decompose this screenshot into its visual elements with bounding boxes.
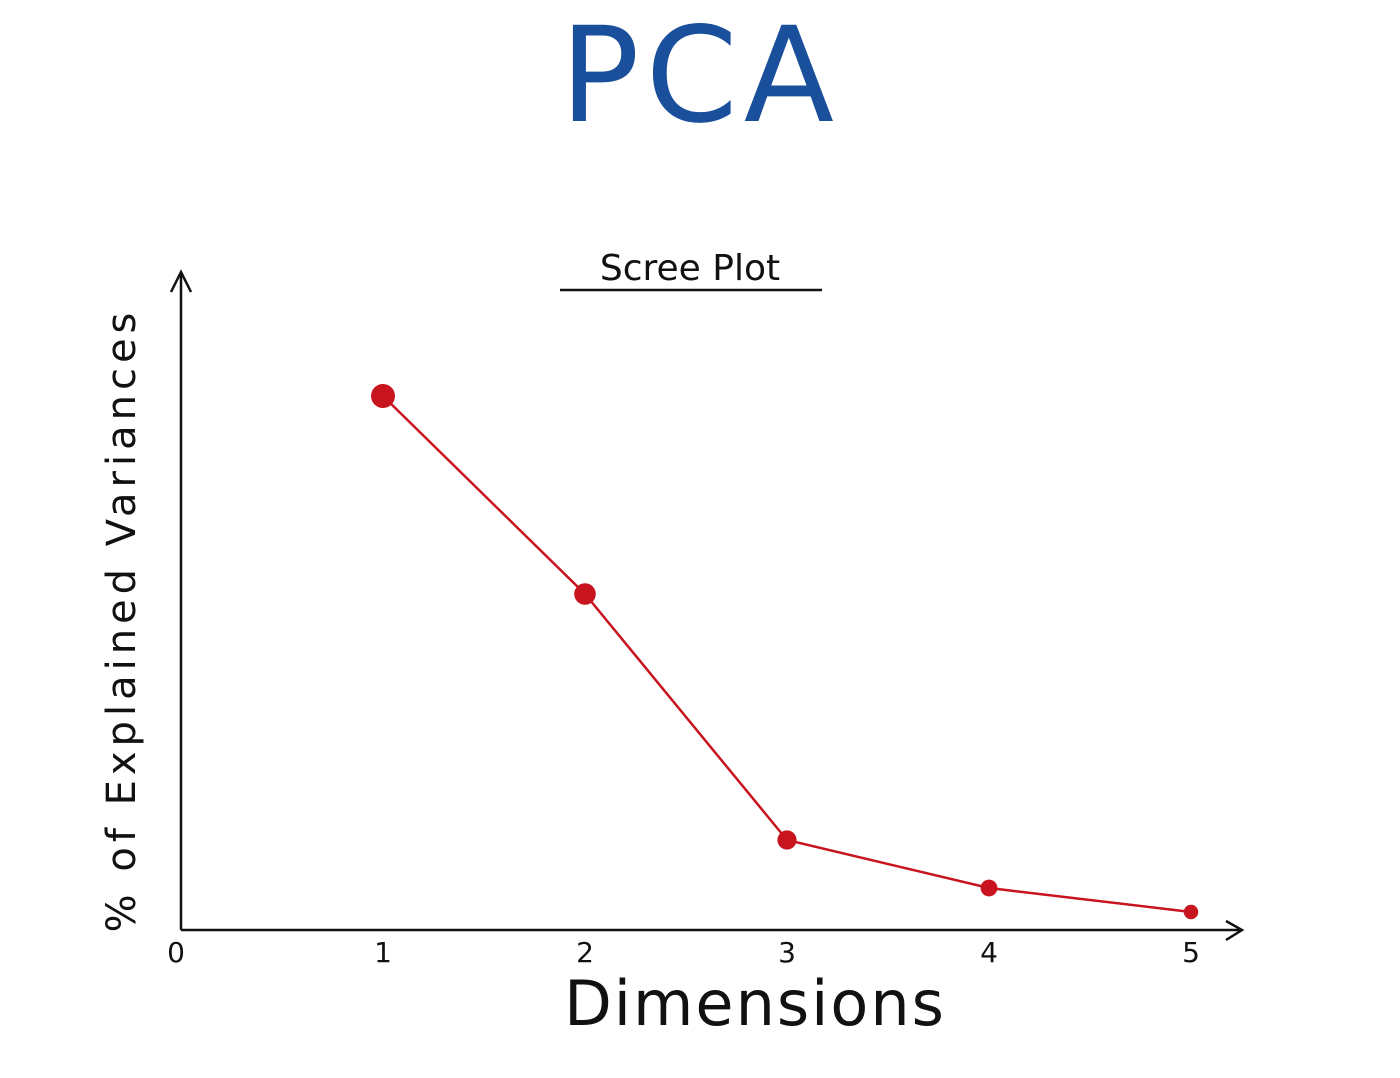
x-tick-label: 1 xyxy=(374,936,392,969)
data-point xyxy=(777,830,797,850)
y-axis-arrow-icon xyxy=(169,269,193,293)
page-title: PCA xyxy=(559,0,841,153)
series-group xyxy=(371,384,1199,920)
x-axis-origin-label: 0 xyxy=(167,936,185,969)
x-tick-label: 2 xyxy=(576,936,594,969)
x-tick-labels: 1 2 3 4 5 xyxy=(374,936,1200,969)
data-point xyxy=(574,583,596,605)
data-point xyxy=(980,879,998,897)
axes xyxy=(169,269,1245,942)
x-tick-label: 3 xyxy=(778,936,796,969)
x-tick-label: 5 xyxy=(1182,936,1200,969)
x-axis-arrow-icon xyxy=(1225,919,1245,942)
x-tick-label: 4 xyxy=(980,936,998,969)
x-axis-label: Dimensions xyxy=(564,967,946,1040)
data-point xyxy=(1183,904,1199,920)
y-axis-label: % of Explained Variances xyxy=(99,308,145,933)
data-point xyxy=(371,384,395,408)
chart-title: Scree Plot xyxy=(600,248,780,289)
